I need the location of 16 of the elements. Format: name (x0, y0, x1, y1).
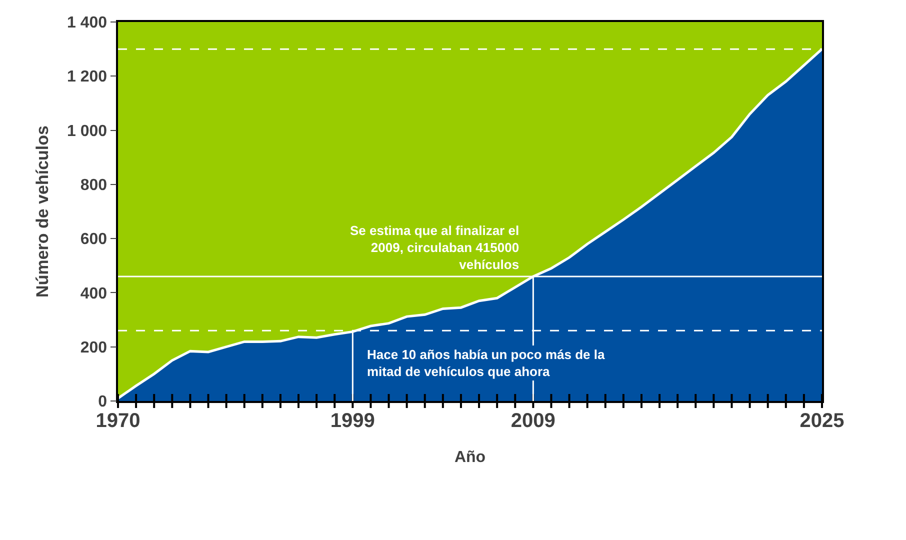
x-axis-title: Año (454, 449, 486, 466)
y-axis-title: Número de vehículos (33, 126, 52, 298)
x-tick-label: 1999 (330, 410, 375, 432)
y-tick-label: 800 (80, 177, 108, 194)
y-tick-label: 0 (98, 394, 108, 411)
x-tick-label: 2009 (510, 410, 556, 432)
y-tick-label: 1 400 (67, 14, 108, 32)
y-tick-label: 1 200 (67, 68, 108, 86)
annotation: Hace 10 años había un poco más de la mitad de vehículos que ahora (367, 347, 606, 379)
y-tick-label: 200 (80, 339, 108, 356)
y-tick-label: 600 (80, 231, 108, 248)
y-tick-label: 400 (80, 285, 108, 302)
y-tick-label: 1 000 (67, 122, 108, 140)
x-tick-label: 1970 (96, 410, 140, 432)
annotation: Se estima que al finalizar el 2009, circulaban 415000 vehículos (350, 223, 520, 272)
x-tick-label: 2025 (800, 410, 844, 432)
